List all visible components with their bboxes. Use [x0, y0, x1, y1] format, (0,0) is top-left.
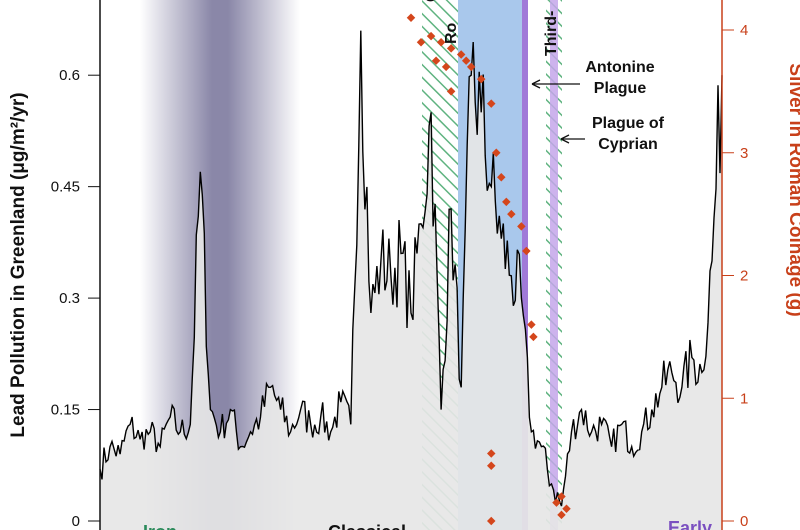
silver-point	[487, 516, 496, 526]
silver-point	[552, 498, 561, 507]
label-iron: Iron	[143, 522, 177, 530]
silver-point	[557, 492, 566, 501]
label-cyprian-plague: Plague of Cyprian	[592, 115, 665, 153]
silver-point	[426, 31, 436, 41]
silver-point	[436, 38, 446, 47]
silver-point	[562, 504, 571, 513]
y-right-tick-label: 2	[740, 268, 748, 285]
label-antonine-plague: Antonine Plague	[585, 59, 654, 97]
y-right-tick-label: 1	[740, 390, 748, 407]
y-tick-label: 0.3	[59, 290, 80, 307]
y-axis-label: Lead Pollution in Greenland (μg/m²/yr)	[8, 92, 29, 437]
label-roman: Ro	[443, 22, 460, 44]
silver-point	[406, 13, 416, 22]
label-third-century: Third-	[543, 11, 560, 56]
silver-point	[431, 56, 441, 65]
silver-point	[446, 87, 456, 96]
silver-point	[487, 99, 496, 108]
silver-point	[456, 50, 466, 59]
silver-point	[461, 56, 471, 65]
silver-point	[446, 44, 456, 53]
y-right-tick-label: 3	[740, 145, 748, 162]
y-axis-right-label: Silver in Roman Coinage (g)	[785, 63, 800, 316]
y-tick-label: 0.6	[59, 67, 80, 84]
silver-point	[487, 449, 496, 458]
silver-point	[497, 173, 506, 182]
silver-point	[502, 197, 511, 207]
silver-point	[527, 320, 536, 329]
label-classical: Classical	[328, 522, 406, 530]
y-tick-label: 0.15	[51, 402, 80, 419]
antonine-arrowhead-icon	[531, 79, 541, 89]
y-right-tick-label: 0	[740, 513, 748, 530]
label-early: Early	[668, 518, 712, 530]
silver-point	[416, 38, 426, 47]
antonine-plague-band	[522, 0, 528, 530]
cyprian-arrowhead-icon	[560, 134, 570, 144]
y-right-tick-label: 4	[740, 22, 748, 39]
y-tick-label: 0.45	[51, 179, 80, 196]
silver-point	[476, 74, 486, 84]
silver-point	[529, 332, 538, 342]
label-c: C	[423, 0, 440, 2]
silver-point	[487, 461, 496, 471]
lead-line	[99, 30, 723, 507]
lead-area	[100, 30, 722, 530]
cyprian-plague-band	[550, 0, 558, 530]
y-tick-label: 0	[72, 513, 80, 530]
silver-point	[492, 148, 501, 157]
